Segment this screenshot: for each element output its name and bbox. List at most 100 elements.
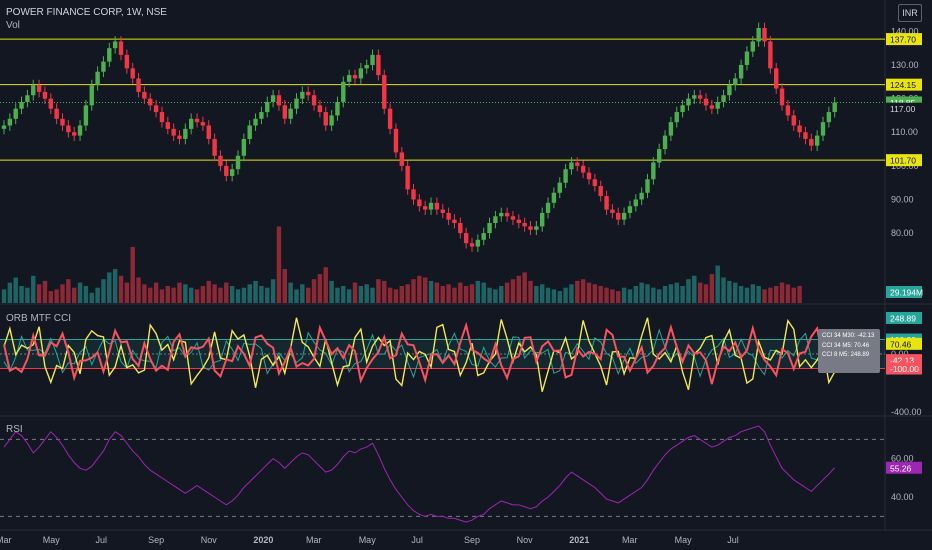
volume-bar: [130, 246, 135, 303]
candle-body: [7, 118, 13, 126]
candle-body: [446, 212, 451, 220]
candle-body: [750, 41, 755, 52]
candle-body: [832, 102, 837, 113]
cci-tick-label-bg: [886, 337, 922, 350]
volume-bar: [171, 287, 176, 303]
candle-body: [212, 138, 217, 156]
cci-tick-label: -42.13: [890, 356, 914, 366]
volume-bar: [95, 287, 100, 303]
time-tick-label: Nov: [201, 535, 218, 545]
volume-bar: [148, 287, 153, 303]
volume-bar: [89, 292, 94, 303]
candle-body: [36, 85, 42, 92]
volume-bar: [774, 286, 779, 303]
volume-bar: [463, 286, 469, 303]
volume-bar: [697, 282, 703, 303]
candle-body: [493, 216, 498, 224]
cci-tick-label: -100.00: [890, 364, 919, 374]
candle-body: [820, 122, 826, 136]
volume-bar: [13, 277, 18, 303]
candle-body: [756, 28, 761, 42]
candle-body: [393, 128, 399, 153]
price-level-label: 117.00: [890, 104, 916, 114]
volume-bar: [481, 282, 486, 303]
time-tick-label: Jul: [411, 535, 423, 545]
volume-bar: [376, 279, 381, 303]
volume-bar: [674, 282, 679, 303]
volume-bar: [276, 226, 282, 303]
price-level-label-bg: [886, 33, 922, 46]
candle-body: [721, 95, 726, 102]
volume-bar: [750, 284, 755, 303]
volume-bar: [598, 286, 603, 303]
candle-body: [680, 105, 685, 113]
volume-bar: [1, 289, 7, 303]
volume-bar: [393, 289, 399, 303]
volume-bar: [66, 279, 71, 303]
time-tick-label: Sep: [464, 535, 480, 545]
candle-body: [774, 68, 779, 89]
candle-body: [346, 75, 352, 82]
volume-bar: [259, 286, 264, 303]
time-tick-label: 2021: [569, 535, 589, 545]
candle-body: [95, 71, 100, 86]
candle-body: [598, 186, 603, 197]
price-tick-label: 140.00: [891, 26, 919, 36]
volume-bar: [469, 284, 475, 303]
candle-body: [791, 115, 796, 126]
volume-bar: [721, 277, 726, 303]
candle-body: [153, 105, 159, 113]
volume-bar: [229, 286, 235, 303]
currency-button[interactable]: INR: [898, 4, 922, 22]
volume-bar: [253, 280, 258, 303]
volume-bar: [323, 267, 328, 303]
candle-body: [241, 138, 247, 156]
candle-body: [469, 243, 475, 247]
candle-body: [206, 125, 211, 139]
volume-bar: [7, 282, 13, 303]
candle-body: [165, 122, 170, 129]
candle-body: [779, 88, 785, 106]
volume-bar: [621, 287, 627, 303]
volume-bar: [19, 286, 24, 303]
candle-body: [317, 105, 323, 113]
volume-bar: [136, 277, 141, 303]
volume-bar: [446, 284, 451, 303]
candle-body: [270, 95, 276, 102]
volume-bar: [42, 280, 48, 303]
volume-bar: [306, 287, 311, 303]
volume-bar: [341, 286, 346, 303]
rsi-last-label: 55.26: [890, 463, 912, 473]
candle-body: [569, 162, 574, 170]
volume-bar: [300, 284, 305, 303]
candle-body: [534, 226, 539, 230]
candle-body: [738, 64, 744, 79]
candle-body: [235, 155, 241, 170]
candle-body: [300, 91, 305, 99]
candle-body: [25, 95, 30, 102]
volume-bar: [346, 289, 352, 303]
candle-body: [177, 135, 182, 139]
volume-bar: [768, 287, 773, 303]
candle-body: [575, 162, 580, 166]
cci-tick-label: -400.00: [891, 407, 922, 417]
candle-body: [651, 162, 656, 180]
volume-bar: [405, 284, 410, 303]
volume-bar: [247, 284, 252, 303]
candle-body: [428, 202, 434, 210]
volume-bar: [212, 284, 217, 303]
rsi-panel-title: RSI: [6, 424, 23, 435]
candle-body: [458, 223, 463, 234]
candle-body: [159, 112, 165, 123]
volume-bar: [194, 289, 200, 303]
time-tick-label: Jul: [727, 535, 739, 545]
candle-body: [692, 95, 697, 99]
candle-body: [31, 85, 36, 96]
candle-body: [417, 199, 422, 207]
volume-bar: [183, 284, 188, 303]
volume-bar: [31, 275, 36, 303]
candle-body: [183, 128, 188, 139]
cci-line-34-m30: [3, 321, 836, 385]
candle-body: [253, 118, 258, 126]
volume-bar: [434, 282, 440, 303]
